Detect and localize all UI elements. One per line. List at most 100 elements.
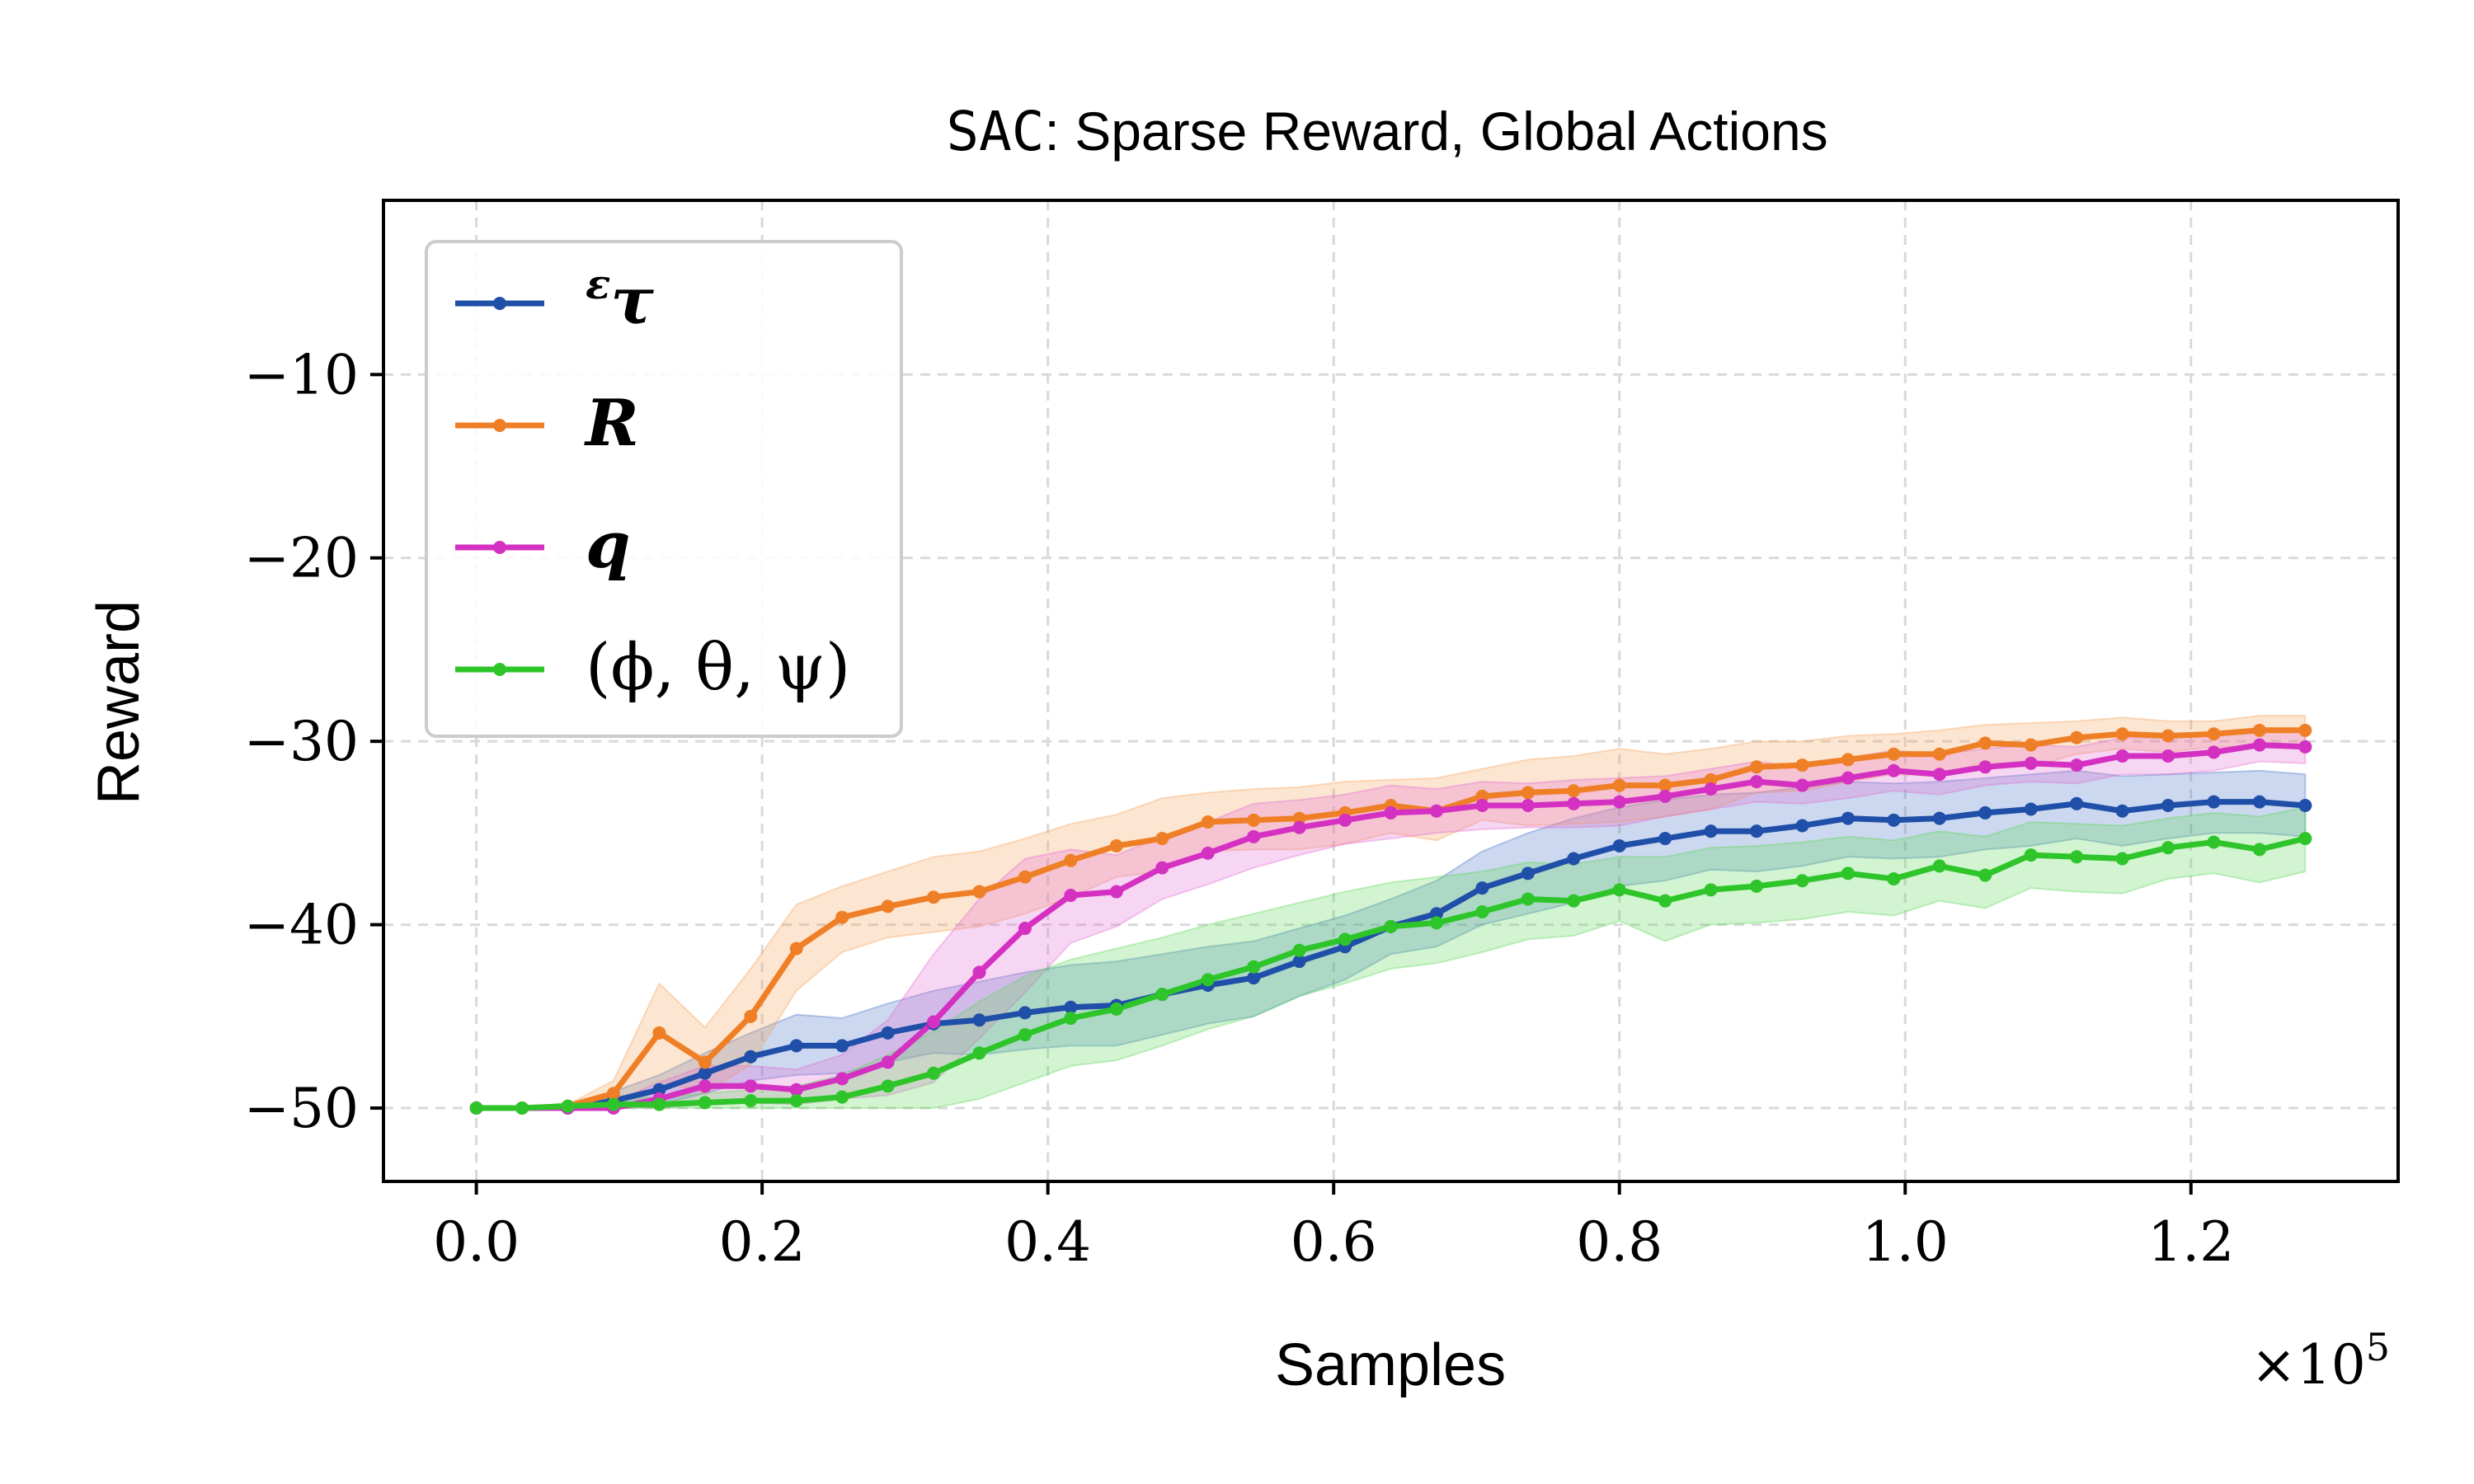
data-point-1 — [1978, 736, 1992, 750]
chart-title-mono: SAC — [946, 100, 1044, 163]
data-point-0 — [2024, 802, 2038, 816]
data-point-0 — [1567, 852, 1581, 866]
data-point-3 — [2252, 843, 2266, 857]
confidence-bands — [476, 715, 2307, 1109]
data-point-1 — [1841, 753, 1855, 767]
data-point-1 — [2252, 723, 2266, 737]
data-point-0 — [881, 1026, 895, 1040]
data-point-2 — [1795, 778, 1809, 792]
data-point-0 — [1887, 813, 1901, 827]
legend-marker — [493, 541, 506, 554]
data-point-0 — [1521, 866, 1535, 881]
data-point-0 — [2115, 804, 2129, 818]
data-point-3 — [469, 1101, 483, 1115]
data-point-3 — [835, 1090, 849, 1104]
data-point-2 — [1658, 789, 1672, 803]
data-point-3 — [881, 1079, 895, 1093]
data-point-2 — [1704, 782, 1718, 796]
data-point-2 — [1064, 889, 1078, 903]
data-point-3 — [1109, 1002, 1123, 1016]
data-point-0 — [2207, 795, 2221, 809]
data-point-3 — [1841, 866, 1855, 881]
data-point-2 — [1612, 795, 1626, 809]
data-point-0 — [2298, 799, 2312, 813]
data-point-0 — [1429, 907, 1443, 921]
data-point-2 — [2070, 758, 2084, 773]
data-point-3 — [1978, 868, 1992, 882]
data-point-1 — [789, 942, 803, 956]
data-point-3 — [1292, 943, 1306, 957]
data-point-3 — [606, 1097, 620, 1111]
legend-label: ετ — [586, 260, 654, 339]
data-point-1 — [1109, 838, 1123, 852]
data-point-3 — [2161, 841, 2175, 855]
series-points — [469, 723, 2312, 1115]
data-point-0 — [1978, 805, 1992, 819]
data-point-1 — [2207, 727, 2221, 741]
data-point-3 — [744, 1094, 758, 1108]
data-point-3 — [1612, 883, 1626, 897]
legend-label: (ϕ, θ, ψ) — [586, 631, 850, 705]
data-point-2 — [881, 1055, 895, 1069]
data-point-2 — [1292, 820, 1306, 834]
data-point-3 — [927, 1066, 941, 1080]
data-point-3 — [1247, 960, 1261, 974]
data-point-3 — [2298, 832, 2312, 846]
data-point-3 — [1795, 874, 1809, 888]
data-point-2 — [1384, 805, 1398, 819]
data-point-1 — [1521, 786, 1535, 800]
data-point-1 — [881, 899, 895, 913]
data-point-3 — [1658, 894, 1672, 908]
chart-title-rest: : Sparse Reward, Global Actions — [1045, 101, 1828, 162]
data-point-3 — [698, 1096, 712, 1110]
data-point-3 — [1018, 1028, 1032, 1042]
data-point-3 — [1064, 1012, 1078, 1026]
y-axis-label: Reward — [86, 600, 152, 805]
data-point-0 — [1064, 1000, 1078, 1014]
legend-label-superscript: ε — [586, 260, 610, 308]
data-point-1 — [1247, 813, 1261, 827]
x-axis-multiplier-base: ×10 — [2251, 1333, 2365, 1397]
data-point-1 — [1567, 784, 1581, 798]
data-point-2 — [1475, 799, 1489, 813]
data-point-2 — [789, 1082, 803, 1097]
data-point-2 — [972, 965, 986, 979]
data-point-2 — [1109, 885, 1123, 899]
grid — [383, 200, 2398, 1181]
data-point-2 — [1018, 922, 1032, 936]
data-point-0 — [1475, 881, 1489, 895]
y-tick-label: −20 — [244, 527, 359, 590]
data-point-2 — [927, 1015, 941, 1029]
x-tick-label: 0.0 — [433, 1210, 520, 1274]
data-point-1 — [744, 1009, 758, 1023]
data-point-0 — [789, 1039, 803, 1053]
data-point-0 — [1018, 1006, 1032, 1020]
data-point-1 — [1887, 747, 1901, 761]
data-point-1 — [1795, 758, 1809, 773]
data-point-1 — [2115, 727, 2129, 741]
data-point-0 — [1795, 819, 1809, 833]
data-point-2 — [1429, 804, 1443, 818]
x-tick-label: 0.8 — [1576, 1210, 1663, 1274]
data-point-3 — [1521, 892, 1535, 906]
data-point-3 — [1750, 879, 1764, 893]
data-point-0 — [1612, 838, 1626, 852]
data-point-1 — [2161, 729, 2175, 743]
data-point-1 — [2070, 730, 2084, 744]
data-point-2 — [1567, 796, 1581, 810]
data-point-2 — [744, 1079, 758, 1093]
data-point-2 — [835, 1072, 849, 1086]
x-axis-label: Samples — [1275, 1332, 1506, 1398]
data-point-3 — [1155, 988, 1169, 1002]
data-point-3 — [1384, 919, 1398, 933]
data-point-3 — [2070, 850, 2084, 864]
data-point-2 — [2207, 745, 2221, 759]
y-tick-label: −10 — [244, 343, 359, 406]
data-point-3 — [1704, 883, 1718, 897]
data-point-0 — [698, 1066, 712, 1080]
legend-marker — [493, 663, 506, 676]
data-point-3 — [2115, 852, 2129, 866]
data-point-3 — [2207, 835, 2221, 849]
data-point-1 — [1201, 815, 1215, 829]
x-axis-multiplier: ×105 — [2251, 1325, 2390, 1397]
